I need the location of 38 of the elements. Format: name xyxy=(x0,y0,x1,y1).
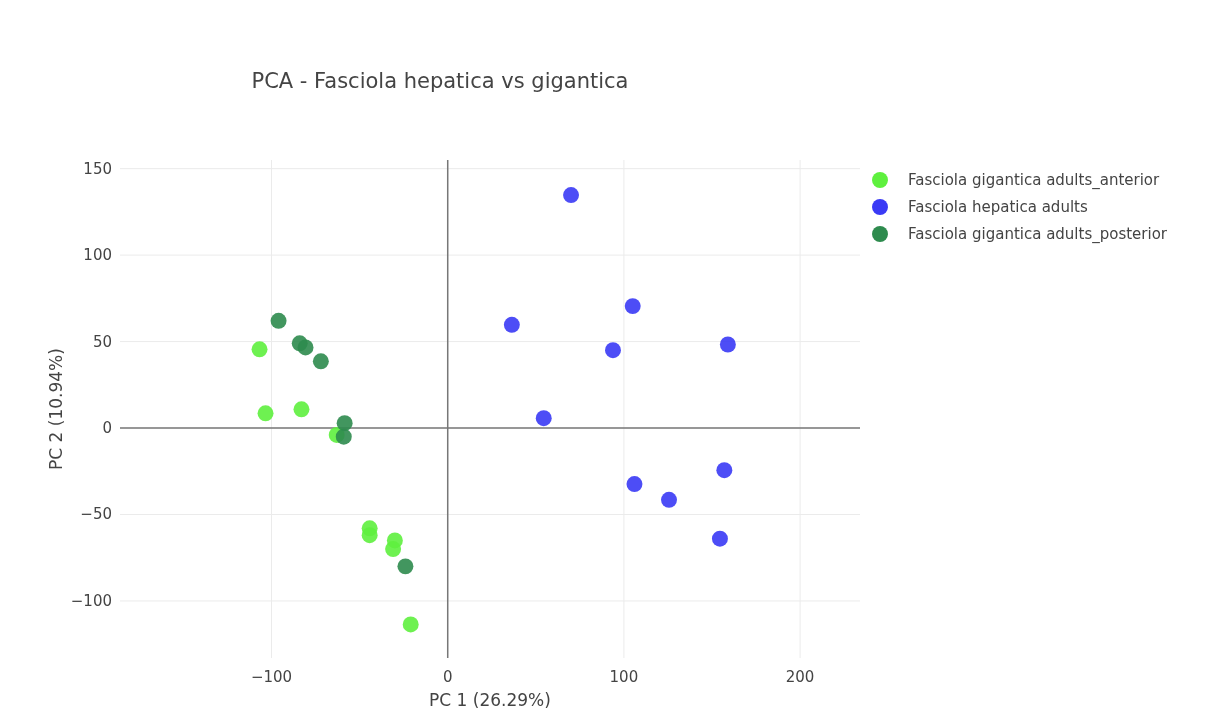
point xyxy=(336,415,353,432)
x-tick-label: 100 xyxy=(609,668,639,686)
y-tick-label: −100 xyxy=(70,591,112,610)
x-tick-label: −100 xyxy=(250,668,293,686)
y-tick-label: 100 xyxy=(83,246,112,265)
point xyxy=(257,405,274,422)
point xyxy=(293,401,310,418)
point xyxy=(385,541,402,558)
y-tick-label: 50 xyxy=(92,332,112,351)
point xyxy=(335,428,352,445)
y-axis-title: PC 2 (10.94%) xyxy=(46,348,66,470)
x-tick-label: 0 xyxy=(442,668,453,686)
x-axis-title: PC 1 (26.29%) xyxy=(429,690,551,710)
point xyxy=(716,462,733,479)
point xyxy=(605,342,621,359)
point xyxy=(711,530,728,547)
point xyxy=(626,476,643,493)
y-tick-label: −50 xyxy=(80,505,112,524)
point xyxy=(251,341,268,358)
point xyxy=(503,316,520,333)
point xyxy=(661,491,677,508)
point xyxy=(361,527,378,544)
point xyxy=(535,410,552,427)
point xyxy=(297,339,314,356)
point xyxy=(397,558,414,575)
legend-label: Fasciola gigantica adults_posterior xyxy=(908,225,1168,244)
point xyxy=(312,353,329,370)
legend-label: Fasciola gigantica adults_anterior xyxy=(908,171,1161,190)
y-tick-label: 150 xyxy=(83,159,112,178)
point xyxy=(563,187,580,204)
legend-label: Fasciola hepatica adults xyxy=(908,198,1088,216)
point xyxy=(719,336,736,353)
point xyxy=(402,616,419,633)
chart-title: PCA - Fasciola hepatica vs gigantica xyxy=(251,69,629,93)
x-tick-label: 200 xyxy=(785,668,815,686)
point xyxy=(270,312,287,329)
point xyxy=(624,298,641,315)
y-tick-label: 0 xyxy=(102,419,112,438)
